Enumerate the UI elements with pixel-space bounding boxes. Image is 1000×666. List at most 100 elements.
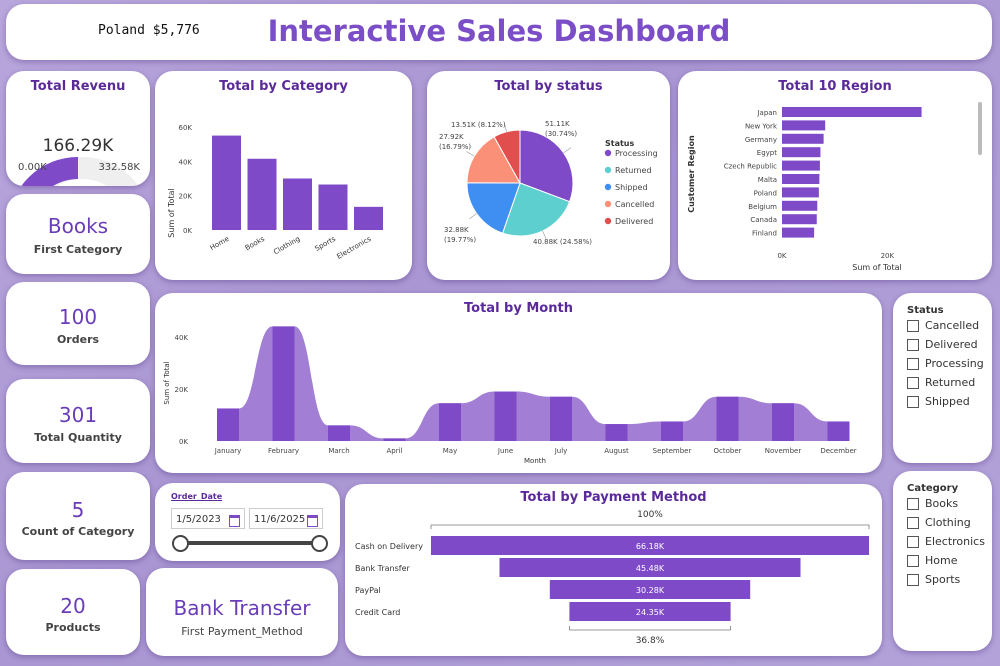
count-category-card[interactable]: 5 Count of Category bbox=[6, 472, 150, 560]
end-date-input[interactable]: 11/6/2025 bbox=[249, 508, 323, 529]
slicer-option[interactable]: Home bbox=[907, 554, 957, 567]
pie-leader-line bbox=[466, 151, 475, 157]
region-bar[interactable] bbox=[782, 133, 824, 144]
checkbox[interactable] bbox=[907, 357, 919, 370]
quantity-card[interactable]: 301 Total Quantity bbox=[6, 379, 150, 463]
region-bar[interactable] bbox=[782, 214, 817, 225]
slicer-option[interactable]: Electronics bbox=[907, 535, 985, 548]
funnel-value-label: 45.48K bbox=[636, 564, 665, 573]
category-bar[interactable] bbox=[354, 206, 383, 230]
checkbox[interactable] bbox=[907, 573, 919, 586]
checkbox[interactable] bbox=[907, 497, 919, 510]
region-bar[interactable] bbox=[782, 147, 821, 158]
region-bar[interactable] bbox=[782, 107, 922, 117]
slicer-option[interactable]: Clothing bbox=[907, 516, 971, 529]
month-bar[interactable] bbox=[383, 438, 406, 441]
funnel-value-label: 24.35K bbox=[636, 608, 665, 617]
legend-label[interactable]: Cancelled bbox=[615, 200, 654, 209]
revenue-gauge-card[interactable]: Total Revenu 166.29K 0.00K 332.58K bbox=[6, 71, 150, 186]
category-bar[interactable] bbox=[318, 184, 348, 230]
funnel-bar[interactable] bbox=[549, 580, 751, 599]
checkbox[interactable] bbox=[907, 319, 919, 332]
checkbox[interactable] bbox=[907, 395, 919, 408]
slicer-option[interactable]: Sports bbox=[907, 573, 960, 586]
date-slicer-label: Order_Date bbox=[171, 492, 223, 501]
calendar-icon[interactable] bbox=[229, 515, 240, 527]
date-range-track[interactable] bbox=[179, 541, 319, 545]
pie-slice[interactable] bbox=[493, 129, 521, 185]
region-scrollbar[interactable] bbox=[978, 102, 982, 155]
first-category-label: First Category bbox=[33, 243, 123, 256]
category-bar[interactable] bbox=[212, 135, 241, 230]
category-tick-label: Books bbox=[244, 235, 267, 253]
month-x-axis-label: Month bbox=[524, 457, 546, 465]
first-category-card[interactable]: Books First Category bbox=[6, 194, 150, 274]
legend-label[interactable]: Shipped bbox=[615, 183, 648, 192]
month-bar[interactable] bbox=[272, 326, 295, 441]
region-y-axis-label: Customer Region bbox=[687, 135, 696, 213]
region-bar[interactable] bbox=[782, 160, 820, 171]
month-chart-card[interactable]: Total by Month Sum of Total Month 0K 20K 4… bbox=[155, 293, 882, 473]
pie-slice[interactable] bbox=[466, 136, 521, 184]
funnel-bar[interactable] bbox=[431, 536, 869, 555]
slicer-option[interactable]: Shipped bbox=[907, 395, 970, 408]
checkbox[interactable] bbox=[907, 554, 919, 567]
checkbox[interactable] bbox=[907, 376, 919, 389]
start-date-input[interactable]: 1/5/2023 bbox=[171, 508, 245, 529]
status-chart-card[interactable]: Total by status Status 51.11K (30.74%) 40.… bbox=[427, 71, 670, 280]
legend-label[interactable]: Delivered bbox=[615, 217, 653, 226]
slicer-option[interactable]: Cancelled bbox=[907, 319, 979, 332]
calendar-icon[interactable] bbox=[307, 515, 318, 527]
slicer-option[interactable]: Processing bbox=[907, 357, 984, 370]
month-bar[interactable] bbox=[716, 396, 739, 441]
date-range-start-handle[interactable] bbox=[172, 535, 189, 552]
y-tick-label: 0K bbox=[179, 438, 188, 446]
month-tick-label: December bbox=[820, 447, 856, 455]
region-bar[interactable] bbox=[782, 200, 818, 211]
date-range-end-handle[interactable] bbox=[311, 535, 328, 552]
category-bar[interactable] bbox=[283, 178, 312, 231]
month-bar[interactable] bbox=[494, 391, 517, 441]
region-chart-card[interactable]: Total 10 Region Customer Region Sum of T… bbox=[678, 71, 992, 280]
slicer-option[interactable]: Books bbox=[907, 497, 958, 510]
pie-slice[interactable] bbox=[466, 182, 521, 234]
products-card[interactable]: 20 Products bbox=[6, 569, 140, 655]
funnel-bar[interactable] bbox=[569, 602, 731, 621]
checkbox[interactable] bbox=[907, 516, 919, 529]
category-tick-label: Sports bbox=[314, 235, 338, 253]
month-bar[interactable] bbox=[217, 408, 239, 441]
region-ticker: Poland $5,776 bbox=[98, 23, 200, 38]
x-tick-label: 20K bbox=[881, 252, 895, 260]
category-chart-card[interactable]: Total by Category Sum of Total 0K 20K 40K 6… bbox=[155, 71, 412, 280]
payment-funnel-chart: 100% 36.8% 66.18K Cash on Delivery 45.48K B… bbox=[355, 510, 870, 646]
category-tick-label: Home bbox=[209, 235, 231, 252]
legend-label[interactable]: Processing bbox=[615, 149, 658, 158]
checkbox[interactable] bbox=[907, 535, 919, 548]
slicer-option[interactable]: Returned bbox=[907, 376, 975, 389]
region-bar[interactable] bbox=[782, 174, 820, 184]
month-bar[interactable] bbox=[772, 403, 794, 441]
month-bar[interactable] bbox=[827, 421, 850, 441]
region-bar[interactable] bbox=[782, 187, 819, 198]
pie-slice[interactable] bbox=[519, 129, 574, 203]
region-bar[interactable] bbox=[782, 227, 815, 238]
funnel-bar[interactable] bbox=[499, 558, 801, 577]
month-bar[interactable] bbox=[328, 425, 350, 441]
slicer-option-label: Home bbox=[925, 554, 958, 567]
region-bar[interactable] bbox=[782, 120, 826, 131]
slicer-option[interactable]: Delivered bbox=[907, 338, 978, 351]
legend-label[interactable]: Returned bbox=[615, 166, 652, 175]
month-bar[interactable] bbox=[661, 421, 683, 441]
first-payment-card[interactable]: Bank Transfer First Payment_Method bbox=[146, 568, 338, 656]
month-bar[interactable] bbox=[439, 403, 461, 441]
checkbox[interactable] bbox=[907, 338, 919, 351]
month-bar[interactable] bbox=[550, 396, 572, 441]
orders-card[interactable]: 100 Orders bbox=[6, 282, 150, 365]
start-date-value: 1/5/2023 bbox=[176, 514, 221, 525]
pie-pct-label: (16.79%) bbox=[439, 143, 471, 151]
category-bar[interactable] bbox=[247, 158, 277, 230]
month-bar[interactable] bbox=[605, 424, 628, 441]
payment-chart-card[interactable]: Total by Payment Method 100% 36.8% 66.18… bbox=[345, 484, 882, 656]
revenue-min: 0.00K bbox=[18, 162, 47, 173]
legend-marker bbox=[604, 200, 612, 208]
